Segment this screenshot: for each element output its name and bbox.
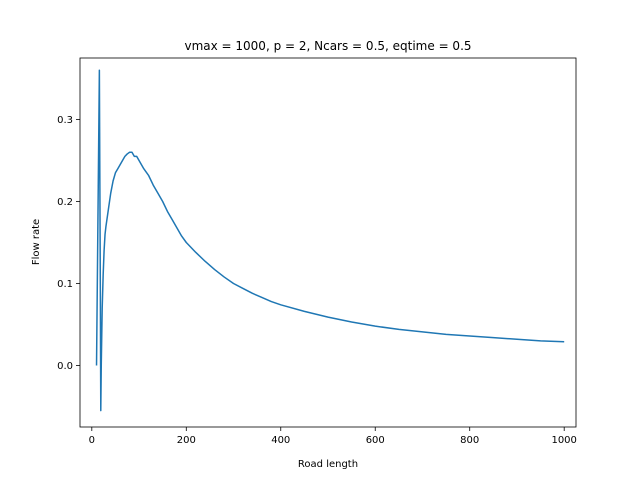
y-tick-label: 0.0 <box>57 361 73 372</box>
y-axis-label: Flow rate <box>31 219 42 265</box>
y-tick-label: 0.3 <box>57 115 73 126</box>
y-tick-label: 0.2 <box>57 197 73 208</box>
x-ticks: 0 200 400 600 800 1000 <box>89 427 577 446</box>
x-tick-label: 1000 <box>551 435 576 446</box>
y-ticks: 0.0 0.1 0.2 0.3 <box>57 115 80 372</box>
y-tick-label: 0.1 <box>57 279 73 290</box>
plot-frame <box>79 57 577 428</box>
x-tick-label: 600 <box>366 435 385 446</box>
x-axis-label: Road length <box>298 459 358 470</box>
x-tick-label: 0 <box>89 435 95 446</box>
series-line <box>95 69 565 412</box>
x-tick-label: 800 <box>460 435 479 446</box>
chart-title: vmax = 1000, p = 2, Ncars = 0.5, eqtime … <box>184 39 471 53</box>
x-tick-label: 200 <box>177 435 196 446</box>
series-group <box>95 69 565 412</box>
x-tick-label: 400 <box>271 435 290 446</box>
